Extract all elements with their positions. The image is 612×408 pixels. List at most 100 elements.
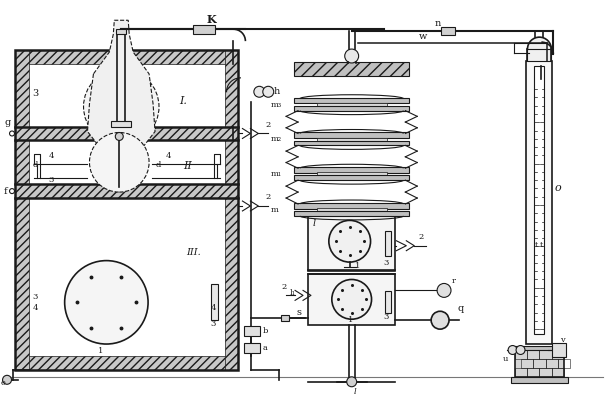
Circle shape — [10, 131, 15, 136]
Circle shape — [516, 346, 525, 355]
Bar — [15, 50, 29, 370]
Text: 3: 3 — [33, 293, 38, 302]
Text: h: h — [273, 87, 280, 96]
Text: 4: 4 — [211, 304, 216, 312]
Text: 1: 1 — [348, 316, 353, 324]
Polygon shape — [88, 20, 155, 153]
Circle shape — [254, 86, 265, 97]
Bar — [441, 27, 455, 35]
Text: 3: 3 — [32, 89, 38, 98]
Text: t: t — [534, 241, 538, 249]
Bar — [294, 62, 409, 76]
Bar — [552, 350, 564, 359]
Text: l: l — [354, 388, 356, 396]
Bar — [558, 359, 570, 368]
Text: II: II — [183, 161, 192, 171]
Text: m₁: m₁ — [271, 170, 282, 178]
Text: m₂: m₂ — [271, 135, 282, 144]
Bar — [317, 173, 387, 176]
Circle shape — [437, 284, 451, 297]
Text: g: g — [4, 118, 10, 127]
Text: 1: 1 — [99, 347, 104, 355]
Circle shape — [65, 261, 148, 344]
Bar — [225, 50, 239, 370]
Text: s: s — [296, 308, 301, 317]
Bar — [294, 203, 409, 209]
Circle shape — [89, 133, 149, 192]
Bar — [211, 284, 218, 320]
Bar — [515, 350, 527, 359]
Text: u: u — [502, 355, 508, 363]
Bar — [546, 359, 558, 368]
Text: III.: III. — [186, 248, 201, 257]
Bar — [294, 167, 409, 173]
Circle shape — [332, 279, 371, 319]
Bar — [281, 315, 289, 321]
Circle shape — [263, 86, 274, 97]
Text: l₁: l₁ — [290, 289, 296, 297]
Text: m: m — [271, 206, 278, 214]
Text: e: e — [1, 379, 6, 387]
Circle shape — [115, 133, 123, 140]
Bar — [510, 377, 568, 383]
Bar — [317, 208, 387, 212]
Bar — [515, 350, 564, 377]
Bar — [534, 66, 544, 334]
Bar — [527, 368, 539, 377]
Bar — [116, 29, 126, 34]
Text: r: r — [452, 277, 456, 286]
Bar — [552, 343, 566, 357]
Text: 4: 4 — [49, 152, 54, 160]
Bar — [317, 137, 387, 141]
Bar — [244, 326, 260, 336]
Text: v: v — [560, 336, 565, 344]
Text: K: K — [207, 14, 216, 25]
Bar — [317, 103, 387, 106]
Bar — [533, 359, 546, 368]
Text: 1: 1 — [355, 262, 360, 270]
Circle shape — [508, 346, 517, 355]
Bar — [521, 359, 533, 368]
Bar — [386, 291, 392, 313]
Circle shape — [2, 375, 12, 384]
Bar — [539, 350, 552, 359]
Bar — [193, 25, 215, 34]
Bar — [111, 121, 131, 126]
Text: b: b — [263, 327, 267, 335]
Bar — [294, 211, 409, 216]
Bar — [527, 350, 539, 359]
Circle shape — [10, 188, 15, 193]
Circle shape — [528, 37, 551, 61]
Bar — [244, 343, 260, 353]
Bar — [294, 106, 409, 111]
Bar — [294, 141, 409, 145]
Bar — [526, 61, 552, 344]
Text: w: w — [419, 32, 428, 41]
Text: a: a — [263, 344, 267, 352]
Text: 4: 4 — [33, 304, 39, 312]
Bar — [15, 356, 239, 370]
Text: n: n — [434, 19, 441, 28]
Bar — [15, 50, 239, 64]
Text: I.: I. — [179, 96, 187, 106]
Bar — [386, 231, 392, 256]
Text: q: q — [458, 304, 465, 313]
Text: l: l — [313, 220, 316, 228]
Bar — [539, 368, 552, 377]
Circle shape — [431, 311, 449, 329]
Bar — [15, 126, 239, 140]
Text: 2: 2 — [281, 284, 286, 291]
Bar — [294, 175, 409, 180]
Text: d: d — [156, 161, 162, 169]
Text: f: f — [4, 186, 8, 195]
Text: 4: 4 — [166, 152, 171, 160]
Bar — [513, 346, 565, 350]
Bar — [308, 216, 395, 271]
Text: d: d — [33, 161, 38, 169]
Text: 2: 2 — [265, 120, 271, 129]
Bar — [308, 273, 395, 325]
Text: 3: 3 — [49, 176, 54, 184]
Text: m₃: m₃ — [271, 101, 282, 109]
Circle shape — [347, 377, 357, 387]
Bar — [15, 184, 239, 198]
